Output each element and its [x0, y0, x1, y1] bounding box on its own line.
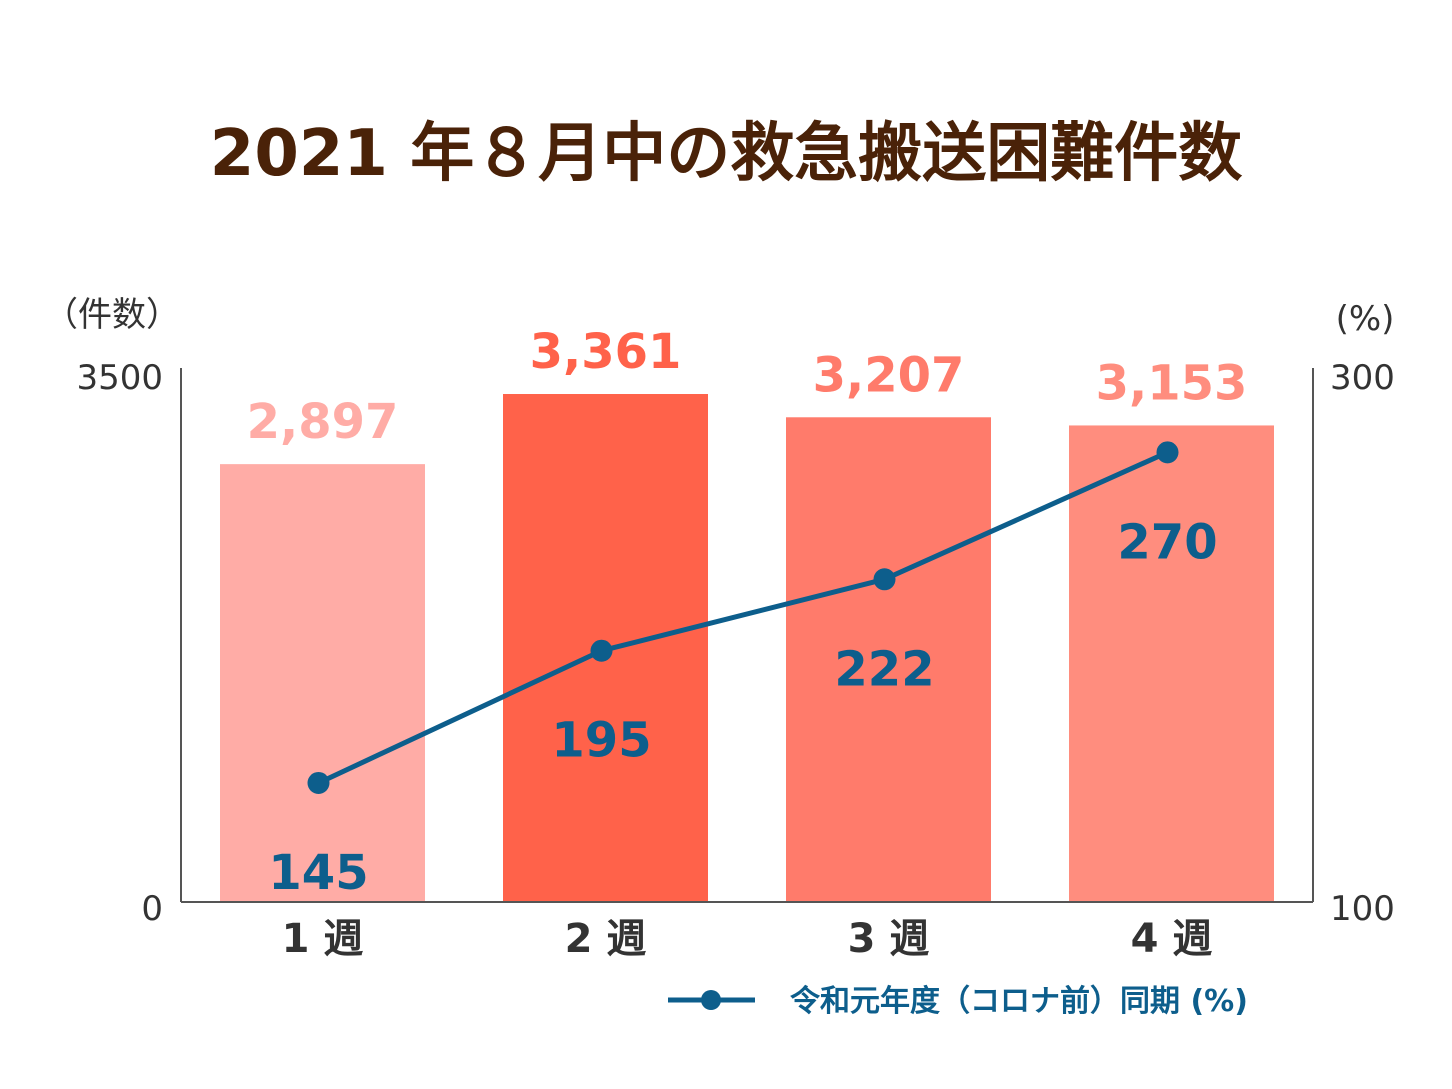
line-path	[317, 450, 1169, 786]
bar-value-labels: 2,897 3,361 3,207 3,153	[247, 324, 1248, 450]
bar-1	[220, 464, 425, 902]
line-series	[307, 441, 1179, 794]
legend-label: 令和元年度（コロナ前）同期 (%)	[790, 984, 1248, 1019]
line-value-label-1: 145	[268, 845, 368, 901]
bar-3	[786, 417, 991, 902]
category-label-4: 4 週	[1131, 916, 1213, 962]
right-axis-label: (%)	[1336, 299, 1395, 339]
line-point-4	[1156, 441, 1179, 464]
bar-value-label-1: 2,897	[247, 394, 399, 450]
line-point-3	[873, 568, 896, 591]
left-axis-label: （件数）	[44, 295, 180, 335]
line-value-label-3: 222	[834, 641, 934, 697]
line-value-labels: 145 195 222 270	[268, 514, 1217, 901]
line-value-label-4: 270	[1117, 514, 1217, 570]
bar-4	[1069, 425, 1274, 902]
right-tick-bottom: 100	[1330, 889, 1395, 929]
right-tick-top: 300	[1330, 358, 1395, 398]
line-value-label-2: 195	[551, 713, 651, 769]
bar-value-label-3: 3,207	[813, 347, 965, 403]
category-labels: 1 週 2 週 3 週 4 週	[282, 916, 1213, 962]
line-point-1	[307, 771, 330, 794]
left-tick-top: 3500	[76, 358, 163, 398]
chart-title: 2021 年８月中の救急搬送困難件数	[210, 117, 1242, 191]
legend-dot-marker	[701, 990, 721, 1010]
bar-series	[220, 394, 1274, 902]
category-label-1: 1 週	[282, 916, 364, 962]
bar-value-label-2: 3,361	[530, 324, 682, 380]
category-label-3: 3 週	[848, 916, 930, 962]
left-tick-bottom: 0	[141, 889, 163, 929]
category-label-2: 2 週	[565, 916, 647, 962]
bar-value-label-4: 3,153	[1096, 355, 1248, 411]
line-point-2	[590, 639, 613, 662]
legend: 令和元年度（コロナ前）同期 (%)	[668, 984, 1248, 1019]
